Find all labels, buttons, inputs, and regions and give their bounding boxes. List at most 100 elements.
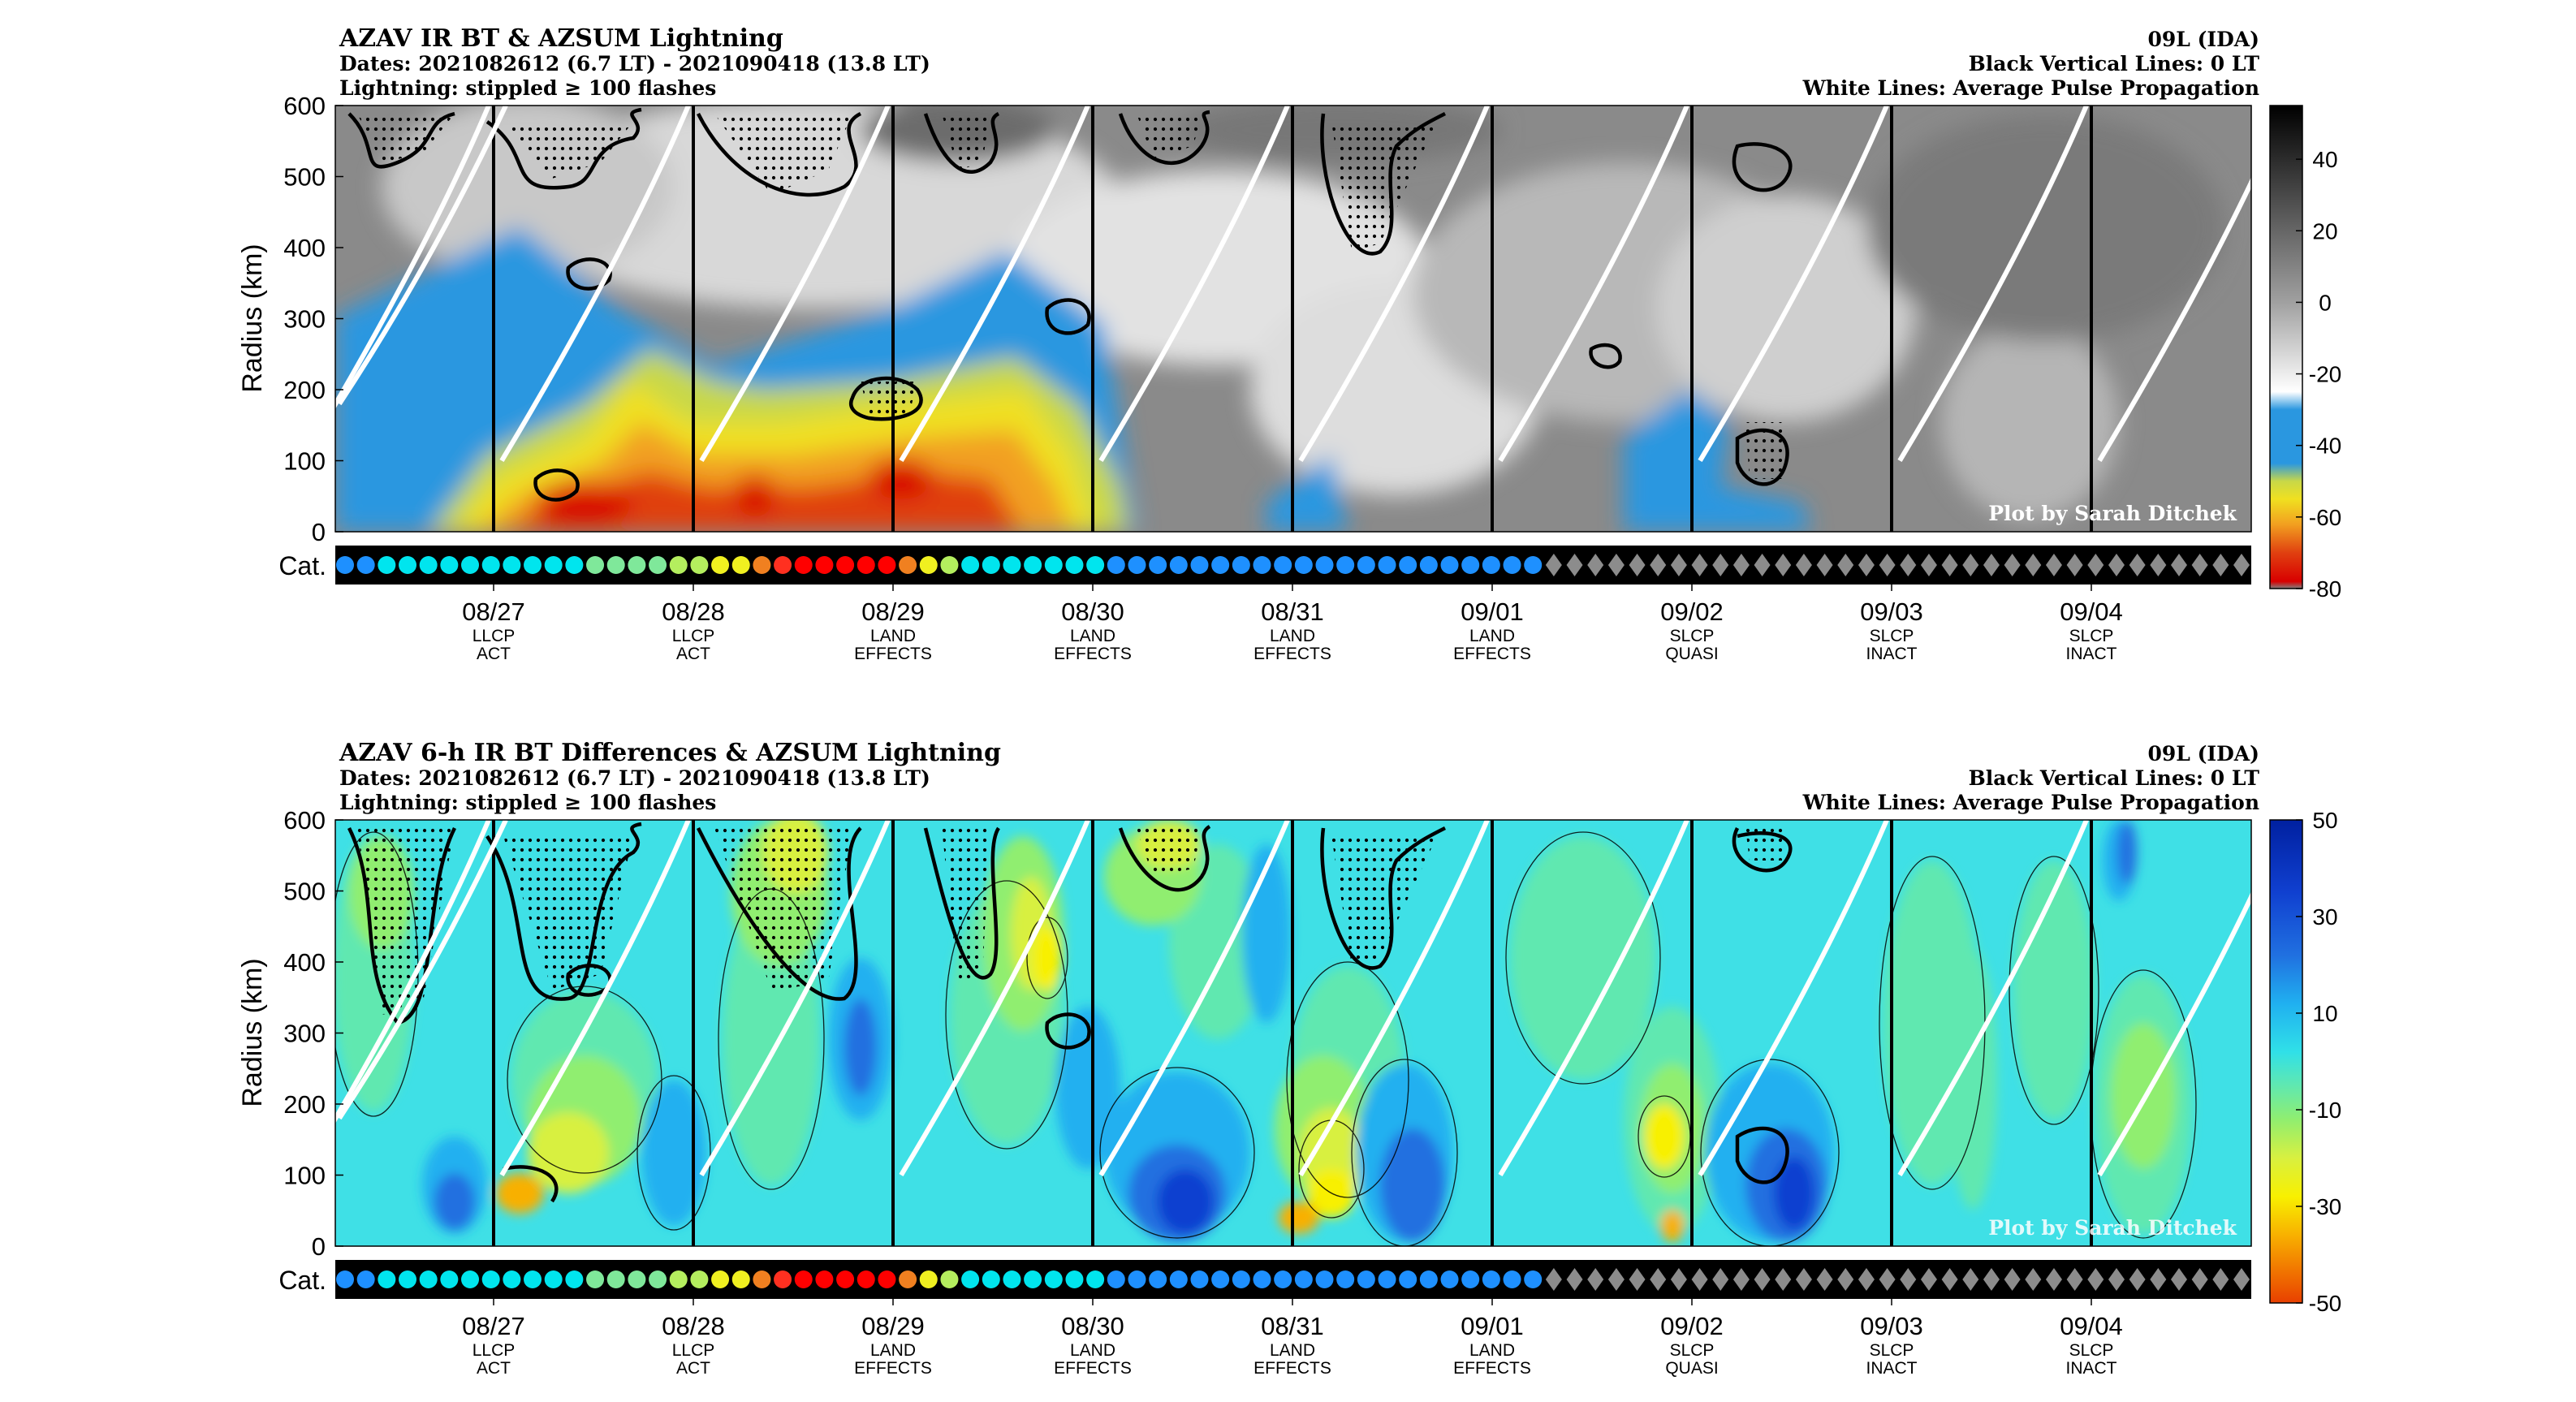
category-marker-diamond: [2066, 554, 2083, 576]
category-marker-diamond: [1775, 554, 1792, 576]
category-marker-diamond: [1650, 554, 1667, 576]
category-marker-diamond: [1754, 1268, 1771, 1291]
x-tick-phase-1: SLCP: [1870, 627, 1914, 645]
category-marker: [461, 556, 480, 574]
category-marker: [919, 556, 938, 574]
category-marker-diamond: [2191, 554, 2208, 576]
category-marker: [1378, 1270, 1396, 1288]
pulse-line: [1897, 820, 2089, 1177]
x-tick-phase-2: INACT: [1866, 645, 1918, 663]
category-marker: [731, 1270, 750, 1288]
panel-top-dates: Dates: 2021082612 (6.7 LT) - 2021090418 …: [339, 52, 930, 75]
category-marker: [982, 556, 1000, 574]
category-marker: [669, 556, 688, 574]
x-tick-date: 09/02: [1660, 597, 1724, 626]
category-marker: [544, 1270, 563, 1288]
x-tick-date: 08/30: [1061, 1312, 1124, 1340]
pulse-line: [1897, 106, 2089, 463]
category-marker: [503, 556, 521, 574]
category-marker: [711, 556, 730, 574]
category-marker: [1086, 1270, 1105, 1288]
category-marker: [815, 1270, 834, 1288]
category-marker: [815, 556, 834, 574]
category-marker: [940, 556, 959, 574]
category-marker-diamond: [1587, 554, 1604, 576]
category-marker: [1503, 1270, 1521, 1288]
category-marker: [1044, 1270, 1063, 1288]
x-tick-phase-2: EFFECTS: [854, 1359, 932, 1378]
category-marker: [1253, 556, 1271, 574]
category-marker-diamond: [1691, 1268, 1708, 1291]
category-marker: [711, 1270, 730, 1288]
category-marker: [481, 1270, 500, 1288]
category-marker: [336, 556, 354, 574]
category-marker-diamond: [2233, 554, 2250, 576]
x-tick-phase-1: LLCP: [672, 1341, 715, 1360]
x-tick-phase-1: LAND: [1270, 1341, 1315, 1360]
x-tick-phase-2: ACT: [477, 1359, 511, 1378]
category-marker: [899, 556, 917, 574]
category-marker-diamond: [1983, 554, 2000, 576]
x-tick-phase-1: LAND: [1070, 1341, 1115, 1360]
y-tick-label: 0: [312, 1232, 326, 1261]
panel-top-colorbar: 40 20 0 -20 -40 -60 -80: [2269, 105, 2341, 602]
category-marker-diamond: [1941, 1268, 1958, 1291]
category-marker-diamond: [2233, 1268, 2250, 1291]
category-marker-diamond: [1816, 554, 1833, 576]
category-marker: [774, 1270, 792, 1288]
panel-bottom-day-lines: [492, 820, 2093, 1246]
category-marker: [1294, 1270, 1313, 1288]
category-marker: [378, 1270, 396, 1288]
panel-bottom-x-axis: 08/27LLCPACT08/28LLCPACT08/29LANDEFFECTS…: [462, 1299, 2123, 1378]
category-marker-diamond: [1795, 1268, 1812, 1291]
pulse-line: [1298, 106, 1490, 463]
category-marker: [1503, 556, 1521, 574]
panel-bottom-lightning-note: Lightning: stippled ≥ 100 flashes: [339, 791, 716, 814]
panel-bottom-dates: Dates: 2021082612 (6.7 LT) - 2021090418 …: [339, 766, 930, 790]
x-tick-date: 08/30: [1061, 597, 1124, 626]
y-tick-label: 600: [283, 92, 326, 120]
category-marker: [1399, 1270, 1417, 1288]
category-marker: [1024, 556, 1042, 574]
y-tick-label: 100: [283, 1162, 326, 1190]
category-marker-diamond: [2066, 1268, 2083, 1291]
y-tick-label: 400: [283, 234, 326, 262]
category-marker-diamond: [2004, 1268, 2021, 1291]
category-marker: [1315, 1270, 1334, 1288]
category-marker: [606, 1270, 625, 1288]
category-marker: [356, 1270, 375, 1288]
category-marker: [1128, 556, 1146, 574]
panel-bottom-credit: Plot by Sarah Ditchek: [1988, 1216, 2237, 1240]
category-marker: [1044, 556, 1063, 574]
x-tick-phase-2: INACT: [1866, 1359, 1918, 1378]
category-marker: [1024, 1270, 1042, 1288]
panel-bottom-storm: 09L (IDA): [2148, 742, 2260, 766]
x-tick-phase-1: LAND: [1469, 627, 1515, 645]
category-marker-diamond: [1754, 554, 1771, 576]
category-marker: [1232, 1270, 1250, 1288]
category-marker-diamond: [1691, 554, 1708, 576]
panel-bottom-plot-area: [335, 820, 2251, 1246]
category-marker-diamond: [2129, 1268, 2146, 1291]
colorbar-tick-label: 40: [2312, 147, 2337, 172]
x-tick-phase-1: SLCP: [2069, 627, 2114, 645]
x-tick-date: 08/27: [462, 597, 525, 626]
x-tick-phase-2: QUASI: [1665, 1359, 1718, 1378]
y-tick-label: 400: [283, 948, 326, 977]
pulse-line: [335, 820, 491, 1124]
pulse-line: [1698, 106, 1889, 463]
category-marker-diamond: [2087, 554, 2104, 576]
x-tick-phase-2: EFFECTS: [1054, 1359, 1132, 1378]
pulse-line: [1698, 820, 1889, 1177]
pulse-line: [335, 106, 491, 410]
pulse-line: [499, 820, 691, 1177]
category-marker-diamond: [1837, 1268, 1854, 1291]
category-marker-diamond: [1650, 1268, 1667, 1291]
category-marker-diamond: [1670, 554, 1687, 576]
category-marker-diamond: [1629, 1268, 1646, 1291]
x-tick-phase-2: ACT: [676, 1359, 710, 1378]
panel-top-x-axis: 08/27LLCPACT08/28LLCPACT08/29LANDEFFECTS…: [462, 585, 2123, 663]
category-marker-diamond: [1941, 554, 1958, 576]
panel-top-pulse-lines: [335, 106, 2251, 463]
